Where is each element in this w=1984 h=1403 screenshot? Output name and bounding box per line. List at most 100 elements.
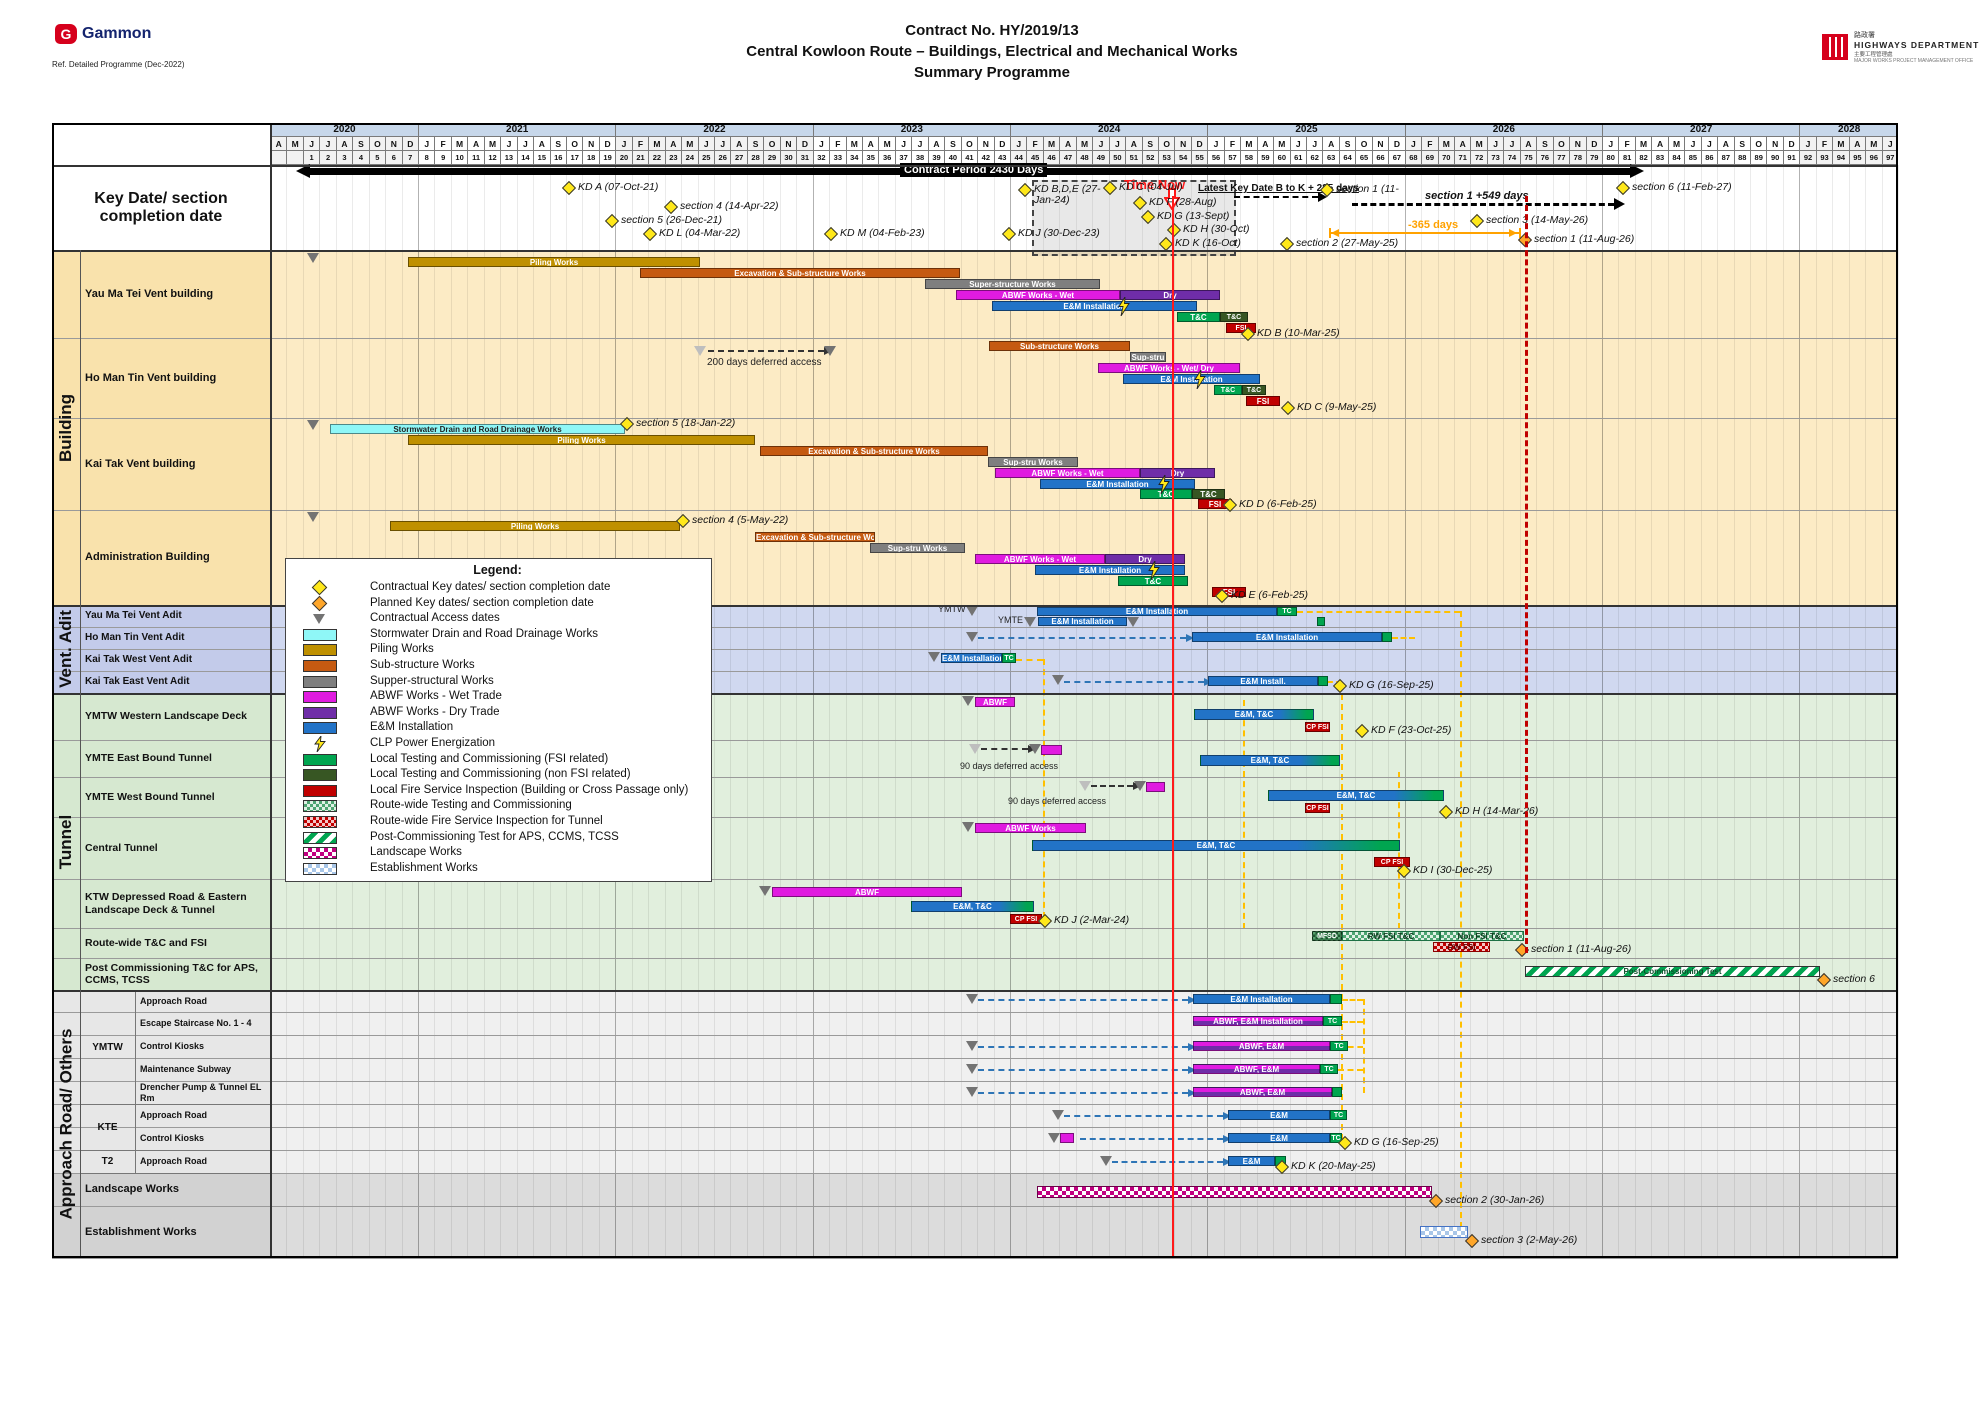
key-date-label: KD H (30-Oct) xyxy=(1183,223,1250,235)
gantt-bar: CP FSI xyxy=(1010,914,1042,924)
month-number-cell: 64 xyxy=(1338,151,1356,165)
key-date-label: KD L (04-Mar-22) xyxy=(659,227,741,239)
gantt-bar: E&M, T&C xyxy=(1200,755,1340,766)
minus-365-arrow-right xyxy=(1509,229,1517,237)
month-letter-cell: O xyxy=(1750,137,1767,151)
gantt-bar xyxy=(1317,617,1325,626)
month-number-cell: 31 xyxy=(796,151,813,165)
month-letter-cell: J xyxy=(697,137,714,151)
access-date-triangle xyxy=(966,1087,978,1097)
month-number-cell: 14 xyxy=(516,151,534,165)
month-letter-cell: N xyxy=(779,137,797,151)
gantt-bar: T&C xyxy=(1177,312,1220,322)
gantt-bar: E&M Installation xyxy=(1192,632,1382,642)
month-gridline xyxy=(1454,165,1455,1258)
access-date-triangle xyxy=(966,632,978,642)
row-label-post-commissioning: Post Commissioning T&C for APS, CCMS, TC… xyxy=(85,961,258,986)
month-letter-cell: M xyxy=(1042,137,1060,151)
access-date-triangle xyxy=(1052,675,1064,685)
legend-item-label: Post-Commissioning Test for APS, CCMS, T… xyxy=(370,830,619,843)
access-date-triangle xyxy=(1100,1156,1112,1166)
key-date-label: KD K (20-May-25) xyxy=(1291,1160,1376,1172)
month-letter-cell: D xyxy=(598,137,616,151)
gantt-bar: Super-structure Works xyxy=(925,279,1100,289)
month-gridline xyxy=(1766,165,1768,1258)
row-divider xyxy=(52,1058,1898,1059)
legend-item-label: Stormwater Drain and Road Drainage Works xyxy=(370,627,598,640)
month-number-cell: 18 xyxy=(582,151,599,165)
gantt-bar: TC xyxy=(1277,607,1297,616)
month-letter-cell: M xyxy=(1865,137,1882,151)
access-date-triangle xyxy=(928,652,940,662)
legend-item-label: Piling Works xyxy=(370,643,434,656)
gantt-bar: E&M Installation xyxy=(1040,479,1195,489)
title-line-2: Central Kowloon Route – Buildings, Elect… xyxy=(746,43,1238,60)
connector-line xyxy=(1243,700,1245,929)
legend-swatch-establishment xyxy=(303,862,337,875)
month-letter-cell: A xyxy=(335,137,353,151)
month-letter-cell: O xyxy=(368,137,386,151)
hyd-cn-2: 主要工程管理處 xyxy=(1854,52,1893,58)
month-gridline xyxy=(1782,165,1784,1258)
deferred-access-arrow xyxy=(1091,785,1133,787)
row-divider xyxy=(52,627,1898,628)
access-date-triangle xyxy=(307,420,319,430)
month-gridline xyxy=(1075,165,1077,1258)
group-label-text: Tunnel xyxy=(56,814,76,869)
month-number-cell: 27 xyxy=(730,151,747,165)
month-gridline xyxy=(1651,165,1653,1258)
month-number-cell: 68 xyxy=(1404,151,1422,165)
gantt-bar: E&M Installation xyxy=(992,301,1197,311)
key-date-label: KD G (16-Sep-25) xyxy=(1354,1136,1439,1148)
connector-line xyxy=(1342,1021,1363,1023)
latest-kd-arrowhead xyxy=(1318,192,1327,202)
legend-swatch-landscape xyxy=(303,847,337,860)
month-gridline xyxy=(1141,165,1143,1258)
month-number-cell: 5 xyxy=(368,151,386,165)
month-letter-cell: S xyxy=(1733,137,1750,151)
month-letter-cell: A xyxy=(467,137,484,151)
month-letter-cell: J xyxy=(1503,137,1520,151)
month-letter-cell: O xyxy=(1552,137,1570,151)
month-number-cell: 1 xyxy=(302,151,320,165)
group-boundary xyxy=(52,693,1898,695)
gantt-bar: E&M Installation xyxy=(1038,617,1127,626)
year-cell: 2027 xyxy=(1602,123,1800,137)
row-label-maintenance-subway: Maintenance Subway xyxy=(140,1064,232,1075)
month-letter-cell: J xyxy=(894,137,912,151)
month-letter-cell: A xyxy=(1848,137,1866,151)
legend-swatch-tc xyxy=(303,753,337,766)
month-gridline xyxy=(812,165,814,1258)
row-label-hmt-vent-building: Ho Man Tin Vent building xyxy=(85,371,217,384)
row-label-t2-approach-road: Approach Road xyxy=(140,1156,208,1167)
key-date-label: KD A (07-Oct-21) xyxy=(578,181,659,193)
month-number-cell: 23 xyxy=(664,151,682,165)
month-letter-cell: F xyxy=(1421,137,1438,151)
legend-item-label: Route-wide Testing and Commissioning xyxy=(370,799,572,812)
chart-annotation-text: 90 days deferred access xyxy=(1008,796,1107,806)
month-number-cell: 65 xyxy=(1355,151,1372,165)
gantt-bar: Excavation & Sub-structure Works xyxy=(760,446,988,456)
key-date-diamond-band xyxy=(642,226,658,242)
deferred-access-arrowhead xyxy=(1188,1066,1196,1074)
gantt-bar: FSI xyxy=(1246,396,1280,406)
month-gridline xyxy=(1552,165,1554,1258)
gantt-bar: E&M, T&C xyxy=(1268,790,1444,801)
key-date-label: KD D (6-Feb-25) xyxy=(1239,498,1317,510)
month-letter-cell: J xyxy=(1306,137,1323,151)
access-date-triangle xyxy=(962,696,974,706)
gantt-bar: ABWF Works - Wet/ Dry xyxy=(1098,363,1240,373)
month-letter-cell: S xyxy=(352,137,369,151)
month-letter-cell: J xyxy=(812,137,830,151)
month-letter-cell: O xyxy=(960,137,978,151)
gantt-bar: TC xyxy=(1323,1016,1342,1026)
header-bottom-line xyxy=(52,165,1898,167)
gantt-bar: Excavation & Sub-structure Works xyxy=(640,268,960,278)
row-label-kte-vent-adit: Kai Tak East Vent Adit xyxy=(85,676,190,688)
month-letter-cell: A xyxy=(533,137,550,151)
gantt-bar xyxy=(1420,1226,1468,1238)
month-number-cell: 34 xyxy=(845,151,862,165)
month-letter-cell: M xyxy=(648,137,665,151)
key-date-label: section 3 (2-May-26) xyxy=(1481,1234,1578,1246)
legend-swatch-abwf_dry xyxy=(303,706,337,719)
